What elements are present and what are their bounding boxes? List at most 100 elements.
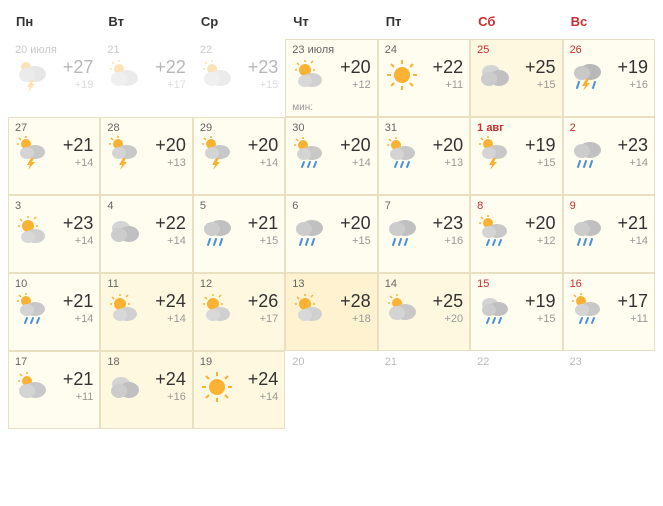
temps: +19+16 xyxy=(608,58,648,92)
day-content: +20+12 xyxy=(292,58,370,92)
temp-low: +14 xyxy=(145,234,185,248)
date-label: 10 xyxy=(15,278,93,290)
temp-high: +19 xyxy=(515,292,555,312)
temps: +23+14 xyxy=(53,214,93,248)
day-cell[interactable]: 15+19+15 xyxy=(470,273,562,351)
weather-calendar: ПнВтСрЧтПтСбВс20 июля+27+1921+22+1722+23… xyxy=(8,8,655,429)
temp-low: +12 xyxy=(515,234,555,248)
day-content: +20+14 xyxy=(200,136,278,170)
day-cell[interactable]: 16+17+11 xyxy=(563,273,655,351)
day-cell: 23 xyxy=(563,351,655,429)
temp-high: +21 xyxy=(53,292,93,312)
date-label: 3 xyxy=(15,200,93,212)
min-label: мин: xyxy=(292,102,313,113)
date-label: 19 xyxy=(200,356,278,368)
temp-low: +19 xyxy=(53,78,93,92)
day-content: +20+15 xyxy=(292,214,370,248)
temp-low: +14 xyxy=(53,156,93,170)
day-content: +22+11 xyxy=(385,58,463,92)
day-cell[interactable]: 4 +22+14 xyxy=(100,195,192,273)
temp-high: +23 xyxy=(608,136,648,156)
temp-high: +22 xyxy=(145,214,185,234)
sunny-icon xyxy=(292,58,326,92)
date-label: 7 xyxy=(385,200,463,212)
date-label: 23 июля xyxy=(292,44,370,56)
day-cell[interactable]: 17+21+11 xyxy=(8,351,100,429)
day-header: Ср xyxy=(193,8,285,39)
day-cell[interactable]: 3 +23+14 xyxy=(8,195,100,273)
day-cell[interactable]: 18+24+16 xyxy=(100,351,192,429)
day-cell[interactable]: 13+28+18 xyxy=(285,273,377,351)
day-cell: 20 июля+27+19 xyxy=(8,39,100,117)
day-cell[interactable]: 25+25+15 xyxy=(470,39,562,117)
date-label: 20 июля xyxy=(15,44,93,56)
temp-low: +15 xyxy=(330,234,370,248)
temps: +23+16 xyxy=(423,214,463,248)
day-cell[interactable]: 9+21+14 xyxy=(563,195,655,273)
day-cell[interactable]: 26+19+16 xyxy=(563,39,655,117)
sunrain-icon xyxy=(15,292,49,326)
date-label: 22 xyxy=(477,356,555,368)
temps: +24+14 xyxy=(145,292,185,326)
temp-high: +21 xyxy=(53,370,93,390)
temp-high: +21 xyxy=(238,214,278,234)
day-cell[interactable]: 7 +23+16 xyxy=(378,195,470,273)
temp-high: +28 xyxy=(330,292,370,312)
partly-icon xyxy=(385,292,419,326)
temp-high: +24 xyxy=(145,370,185,390)
day-cell[interactable]: 12+26+17 xyxy=(193,273,285,351)
day-cell[interactable]: 8+20+12 xyxy=(470,195,562,273)
day-header: Пн xyxy=(8,8,100,39)
temp-low: +14 xyxy=(238,156,278,170)
day-cell[interactable]: 23 июля +20+12 мин: xyxy=(285,39,377,117)
temp-high: +20 xyxy=(238,136,278,156)
storm-icon xyxy=(15,58,49,92)
temps: +20+12 xyxy=(330,58,370,92)
day-cell[interactable]: 19 +24+14 xyxy=(193,351,285,429)
temp-low: +18 xyxy=(330,312,370,326)
date-label: 11 xyxy=(107,278,185,290)
temp-high: +22 xyxy=(145,58,185,78)
date-label: 6 xyxy=(292,200,370,212)
day-cell[interactable]: 1 авг+19+15 xyxy=(470,117,562,195)
day-cell[interactable]: 2+23+14 xyxy=(563,117,655,195)
temp-high: +20 xyxy=(330,136,370,156)
day-cell[interactable]: 31+20+13 xyxy=(378,117,470,195)
temps: +21+14 xyxy=(608,214,648,248)
temp-low: +12 xyxy=(330,78,370,92)
temps: +22+11 xyxy=(423,58,463,92)
temps: +21+11 xyxy=(53,370,93,404)
date-label: 4 xyxy=(107,200,185,212)
sunstorm-icon xyxy=(200,136,234,170)
day-content: +24+14 xyxy=(107,292,185,326)
date-label: 28 xyxy=(107,122,185,134)
date-label: 25 xyxy=(477,44,555,56)
sunrain-icon xyxy=(570,292,604,326)
temp-low: +15 xyxy=(515,156,555,170)
day-content: +21+14 xyxy=(15,136,93,170)
day-cell[interactable]: 5+21+15 xyxy=(193,195,285,273)
day-header: Сб xyxy=(470,8,562,39)
day-cell[interactable]: 28+20+13 xyxy=(100,117,192,195)
temps: +24+14 xyxy=(238,370,278,404)
temp-high: +20 xyxy=(515,214,555,234)
day-cell[interactable]: 27+21+14 xyxy=(8,117,100,195)
day-cell[interactable]: 14+25+20 xyxy=(378,273,470,351)
day-cell[interactable]: 29+20+14 xyxy=(193,117,285,195)
day-cell[interactable]: 24 +22+11 xyxy=(378,39,470,117)
day-cell[interactable]: 10+21+14 xyxy=(8,273,100,351)
day-cell[interactable]: 6 +20+15 xyxy=(285,195,377,273)
date-label: 22 xyxy=(200,44,278,56)
temps: +24+16 xyxy=(145,370,185,404)
day-cell[interactable]: 11 +24+14 xyxy=(100,273,192,351)
temp-low: +15 xyxy=(515,78,555,92)
temps: +23+15 xyxy=(238,58,278,92)
day-cell: 21+22+17 xyxy=(100,39,192,117)
sunny-icon xyxy=(15,214,49,248)
temp-high: +23 xyxy=(423,214,463,234)
date-label: 24 xyxy=(385,44,463,56)
temp-low: +15 xyxy=(238,78,278,92)
day-cell[interactable]: 30+20+14 xyxy=(285,117,377,195)
temps: +25+20 xyxy=(423,292,463,326)
temps: +22+17 xyxy=(145,58,185,92)
